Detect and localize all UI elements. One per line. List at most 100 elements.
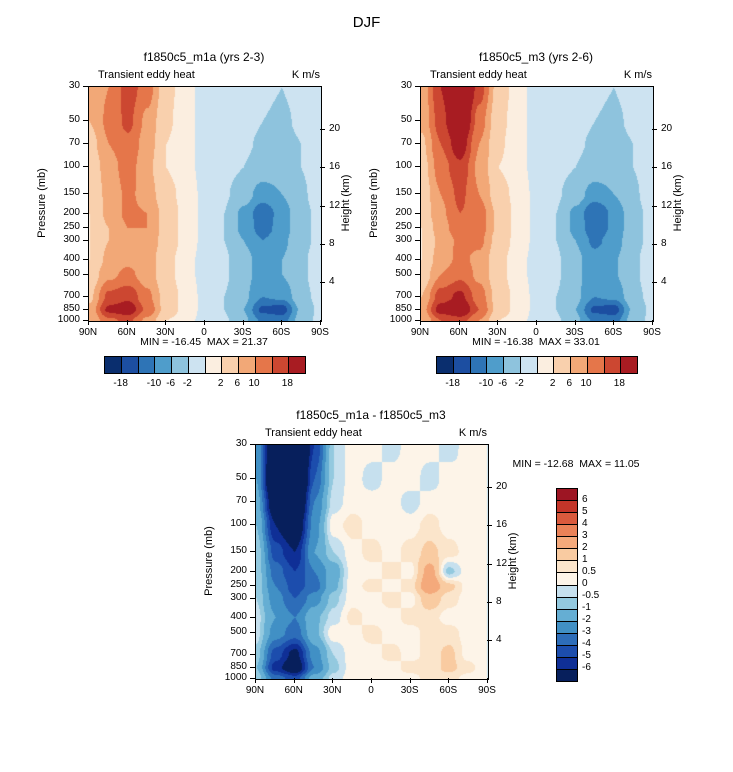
colorbar-tick-label: 4 (582, 518, 588, 529)
colorbar-tick-label: -2 (582, 614, 591, 625)
colorbar-cell (620, 357, 637, 373)
colorbar-tick-label: -10 (146, 378, 162, 389)
height-tick-label: 16 (329, 161, 341, 173)
pressure-tick-label: 1000 (57, 314, 80, 325)
y-axis-tick (83, 166, 88, 168)
y-axis-tick (415, 120, 420, 122)
colorbar-cell (486, 357, 503, 373)
panel-m1a: f1850c5_m1a (yrs 2-3) Transient eddy hea… (20, 48, 360, 358)
height-tick-label: 20 (329, 123, 341, 135)
x-axis-tick (332, 678, 334, 683)
colorbar-tick-label: -2 (182, 378, 192, 389)
colorbar-cell (557, 632, 577, 645)
colorbar-cell (137, 357, 155, 373)
y-axis-tick (83, 227, 88, 229)
colorbar-cell (105, 357, 121, 373)
colorbar-cell (557, 668, 577, 681)
y-axis-tick (415, 166, 420, 168)
latitude-tick-label: 30N (323, 685, 342, 696)
latitude-tick-label: 60N (117, 327, 136, 338)
latitude-tick-label: 30S (565, 327, 584, 338)
panel-m3: f1850c5_m3 (yrs 2-6) Transient eddy heat… (352, 48, 692, 358)
latitude-tick-label: 60S (604, 327, 623, 338)
height-tick-label: 8 (329, 237, 335, 249)
colorbar-cells (556, 488, 578, 682)
figure-title: DJF (352, 14, 381, 31)
y-axis-tick (250, 551, 255, 553)
colorbar-cell (557, 536, 577, 549)
pressure-tick-label: 200 (63, 206, 80, 218)
pressure-tick-label: 100 (395, 160, 412, 172)
field-label: Transient eddy heat (265, 427, 362, 439)
pressure-tick-label: 250 (63, 221, 80, 233)
height-axis-tick (487, 525, 492, 527)
pressure-tick-label: 700 (230, 648, 247, 660)
panel-title: f1850c5_m3 (yrs 2-6) (478, 50, 594, 64)
colorbar-tick-label: 10 (580, 378, 592, 389)
pressure-tick-label: 850 (230, 661, 247, 673)
colorbar-tick-label: -4 (582, 638, 591, 649)
x-axis-tick (255, 678, 256, 683)
colorbar-cell (557, 572, 577, 585)
colorbar-cell (469, 357, 487, 373)
colorbar-tick-label: 2 (217, 378, 224, 389)
x-axis-tick (574, 320, 576, 325)
pressure-tick-label: 400 (395, 252, 412, 264)
height-axis-tick (652, 243, 657, 245)
height-axis-tick (320, 243, 325, 245)
colorbar-tick-label: 1 (582, 554, 588, 565)
pressure-tick-label: 50 (400, 114, 412, 126)
colorbar-tick-label: -10 (478, 378, 494, 389)
contour-plot (420, 86, 654, 322)
height-axis-tick (487, 487, 492, 489)
y-axis-tick (415, 239, 420, 241)
pressure-tick-label: 150 (230, 545, 247, 557)
height-axis-tick (487, 563, 492, 565)
pressure-tick-label: 1000 (224, 672, 247, 683)
panel-difference: f1850c5_m1a - f1850c5_m3 Transient eddy … (187, 406, 527, 716)
pressure-tick-label: 500 (395, 267, 412, 279)
pressure-tick-label: 300 (230, 591, 247, 603)
y-axis-tick (83, 296, 88, 298)
height-tick-label: 4 (661, 275, 667, 287)
panel-title: f1850c5_m1a (yrs 2-3) (143, 50, 265, 64)
x-axis-tick (371, 678, 372, 683)
pressure-tick-label: 400 (230, 610, 247, 622)
height-tick-label: 12 (496, 557, 508, 569)
latitude-tick-label: 60S (272, 327, 291, 338)
height-axis-tick (320, 129, 325, 131)
height-tick-label: 12 (329, 199, 341, 211)
colorbar-tick-label: 5 (582, 506, 588, 517)
colorbar-cell (503, 357, 520, 373)
y-axis-tick (83, 120, 88, 122)
height-tick-label: 12 (661, 199, 673, 211)
x-axis-tick (409, 678, 411, 683)
latitude-tick-label: 60S (439, 685, 458, 696)
colorbar-tick-label: 6 (234, 378, 241, 389)
x-axis-tick (536, 320, 537, 325)
latitude-tick-label: 90S (478, 685, 496, 696)
height-tick-label: 16 (661, 161, 673, 173)
diff-legend: MIN = -12.68 MAX = 11.05 6 5 4 3 2 1 0.5 0 -0.5-… (496, 458, 706, 708)
height-axis-tick (652, 205, 657, 207)
y-axis-tick (250, 585, 255, 587)
y-axis-tick (250, 597, 255, 599)
latitude-tick-label: 60N (284, 685, 303, 696)
y-axis-tick (83, 320, 88, 321)
height-tick-label: 16 (496, 519, 508, 531)
colorbar-cell (271, 357, 289, 373)
x-axis-tick (293, 678, 295, 683)
colorbar-tick-label: -5 (582, 650, 591, 661)
latitude-tick-label: 90N (78, 327, 98, 338)
pressure-tick-label: 100 (63, 160, 80, 172)
colorbar-cell (536, 357, 554, 373)
y-axis-tick (83, 273, 88, 275)
colorbar-tick-label: -6 (582, 662, 591, 673)
colorbar-cell (557, 584, 577, 597)
minmax-label: MIN = -16.45 MAX = 21.37 (140, 336, 268, 348)
latitude-tick-label: 0 (201, 327, 207, 338)
x-axis-tick (448, 678, 450, 683)
colorbar-tick-label: 6 (582, 494, 588, 505)
y-axis-tick (250, 500, 255, 502)
colorbar-cell (557, 608, 577, 621)
